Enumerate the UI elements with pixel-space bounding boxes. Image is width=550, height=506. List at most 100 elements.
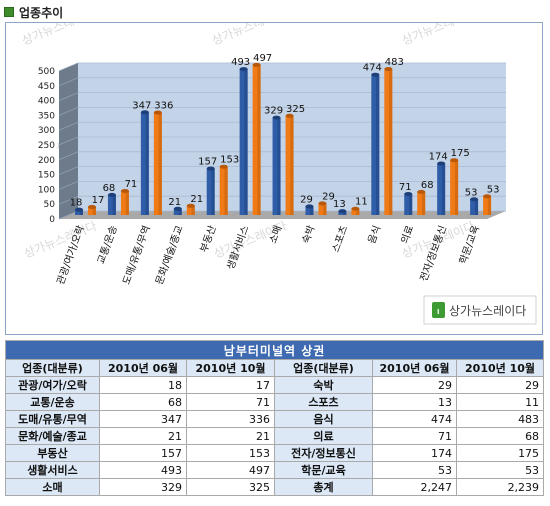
x-category-label: 스포츠 — [330, 224, 351, 254]
table-cell-value: 68 — [99, 393, 187, 411]
bar-shade — [257, 64, 261, 215]
bar-shade — [310, 206, 314, 215]
bar-shade — [224, 166, 228, 215]
bar-layer — [75, 62, 492, 216]
watermark-text: 상가뉴스레이다 — [400, 23, 477, 48]
table-row: 소매 329 325 총계 2,247 2,239 — [5, 478, 545, 496]
data-label-series1: 21 — [168, 197, 181, 208]
bar-shade — [376, 74, 380, 215]
table-cell-value: 2,247 — [372, 478, 457, 496]
header-category: 업종(대분류) — [274, 359, 373, 377]
table-cell-value: 329 — [99, 478, 187, 496]
x-category-label: 도매/유통/무역 — [120, 224, 152, 286]
bar-top — [272, 115, 281, 120]
table-header-row: 업종(대분류) 2010년 06월 2010년 10월 업종(대분류) 2010… — [5, 359, 545, 377]
table-row: 문화/예술/종교 21 21 의료 71 68 — [5, 427, 545, 445]
y-tick-label: 500 — [38, 67, 55, 77]
bar-top — [351, 206, 360, 211]
bar — [153, 110, 162, 215]
table-cell-value: 336 — [186, 410, 275, 428]
table-cell-category: 숙박 — [274, 376, 373, 394]
bar — [404, 191, 413, 215]
bar — [239, 67, 248, 216]
bar-top — [88, 204, 97, 209]
gridline-side — [58, 62, 79, 72]
table-cell-value: 53 — [372, 461, 457, 479]
data-label-series1: 493 — [231, 57, 250, 68]
bar-shade — [290, 115, 294, 215]
bar-top — [305, 204, 314, 209]
logo-mark-glyph: ı — [437, 306, 440, 316]
section-title: 업종추이 — [19, 5, 64, 20]
bar — [371, 72, 380, 215]
gridline-side — [58, 136, 79, 146]
data-label-series1: 174 — [429, 151, 448, 162]
bar-top — [75, 207, 84, 212]
table-cell-value: 71 — [186, 393, 275, 411]
table-cell-value: 11 — [455, 393, 545, 411]
bar — [338, 209, 347, 215]
bar-body — [206, 168, 215, 215]
bar-top — [483, 194, 492, 199]
bar — [285, 113, 294, 215]
data-label-series2: 17 — [92, 195, 105, 206]
square-bullet-icon — [4, 7, 14, 17]
table-cell-value: 53 — [455, 461, 545, 479]
bar-shade — [191, 205, 195, 215]
bar-shade — [145, 112, 149, 215]
bar-shade — [79, 209, 84, 215]
bar-top — [470, 197, 479, 202]
data-label-series2: 483 — [385, 57, 404, 68]
data-label-series2: 68 — [421, 180, 434, 191]
bar-shade — [277, 117, 281, 215]
bar-body — [272, 117, 281, 215]
x-category-label: 문화/예술/종교 — [153, 224, 185, 286]
data-label-series1: 18 — [70, 198, 83, 209]
bar — [252, 62, 261, 215]
bar-body — [186, 205, 195, 215]
bar — [384, 67, 393, 215]
table-cell-value: 71 — [372, 427, 457, 445]
bar-body — [219, 166, 228, 215]
table-cell-value: 13 — [372, 393, 457, 411]
bar — [186, 203, 195, 215]
table-cell-value: 2,239 — [455, 478, 545, 496]
bar-shade — [112, 194, 116, 215]
table-cell-value: 474 — [372, 410, 457, 428]
bar-top — [153, 110, 162, 115]
x-category-label: 숙박 — [300, 224, 318, 245]
bar — [437, 161, 446, 215]
y-tick-label: 150 — [38, 171, 55, 181]
bar-top — [417, 189, 426, 194]
logo-layer: ı 상가뉴스레이다 — [423, 295, 537, 325]
bar — [140, 110, 149, 215]
bar-shade — [454, 160, 459, 215]
bar-shade — [125, 190, 129, 215]
x-category-label: 음식 — [366, 224, 384, 245]
header-oct: 2010년 10월 — [186, 359, 275, 377]
data-label-series2: 497 — [253, 53, 272, 64]
table-title-row: 남부터미널역 상권 — [4, 340, 545, 360]
bar-shade — [244, 69, 248, 216]
y-tick-label: 450 — [38, 82, 55, 92]
watermark-text: 상가뉴스레이다 — [210, 23, 287, 48]
x-category-label: 교통/운송 — [95, 224, 120, 266]
table-cell-value: 153 — [186, 444, 275, 462]
gridline-side — [58, 92, 79, 101]
bar-top — [219, 164, 228, 169]
bar — [483, 194, 492, 215]
bar-body — [107, 194, 116, 215]
data-label-series2: 325 — [286, 104, 305, 115]
gridline-side — [58, 77, 79, 87]
gridline-side — [58, 210, 79, 220]
bar-top — [252, 62, 261, 67]
table-cell-value: 21 — [99, 427, 187, 445]
data-label-series1: 329 — [264, 106, 283, 117]
logo-text: 상가뉴스레이다 — [449, 304, 526, 318]
data-label-series1: 474 — [363, 63, 382, 74]
table-cell-value: 174 — [372, 444, 457, 462]
bar — [206, 166, 215, 215]
bar-shade — [422, 191, 426, 215]
chart-panel: 상가뉴스레이다 상가뉴스레이다 상가뉴스레이다 상가뉴스레이다 상가뉴스레이다 상가뉴스레… — [5, 22, 543, 335]
bar — [120, 188, 129, 215]
